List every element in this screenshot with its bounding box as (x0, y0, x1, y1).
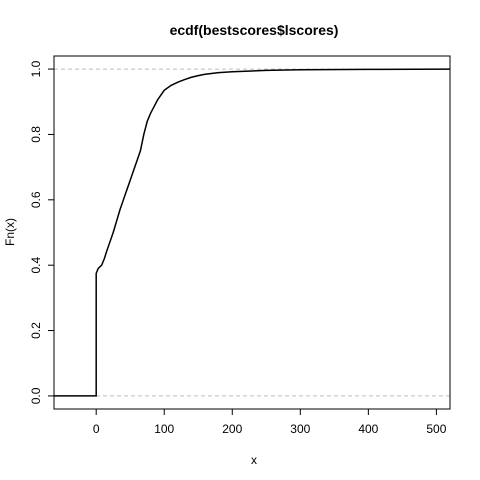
x-axis-label: x (251, 453, 257, 467)
x-tick-label: 0 (93, 422, 100, 436)
y-axis: 0.0 0.2 0.4 0.6 0.8 1.0 (29, 60, 55, 404)
x-axis: 0 100 200 300 400 500 (93, 408, 447, 436)
x-tick-label: 500 (426, 422, 446, 436)
x-tick-label: 100 (154, 422, 174, 436)
y-tick-label: 0.4 (29, 257, 43, 274)
y-tick-label: 1.0 (29, 60, 43, 77)
y-axis-label: Fn(x) (3, 218, 17, 246)
x-tick-label: 300 (290, 422, 310, 436)
x-tick-label: 400 (358, 422, 378, 436)
y-tick-label: 0.6 (29, 191, 43, 208)
chart-title: ecdf(bestscores$lscores) (170, 22, 339, 38)
y-tick-label: 0.8 (29, 126, 43, 143)
series-group (54, 68, 451, 397)
x-tick-label: 200 (222, 422, 242, 436)
y-tick-label: 0.0 (29, 387, 43, 404)
plot-frame (53, 55, 451, 410)
ecdf-series-line-0 (54, 68, 451, 397)
y-tick-label: 0.2 (29, 322, 43, 339)
